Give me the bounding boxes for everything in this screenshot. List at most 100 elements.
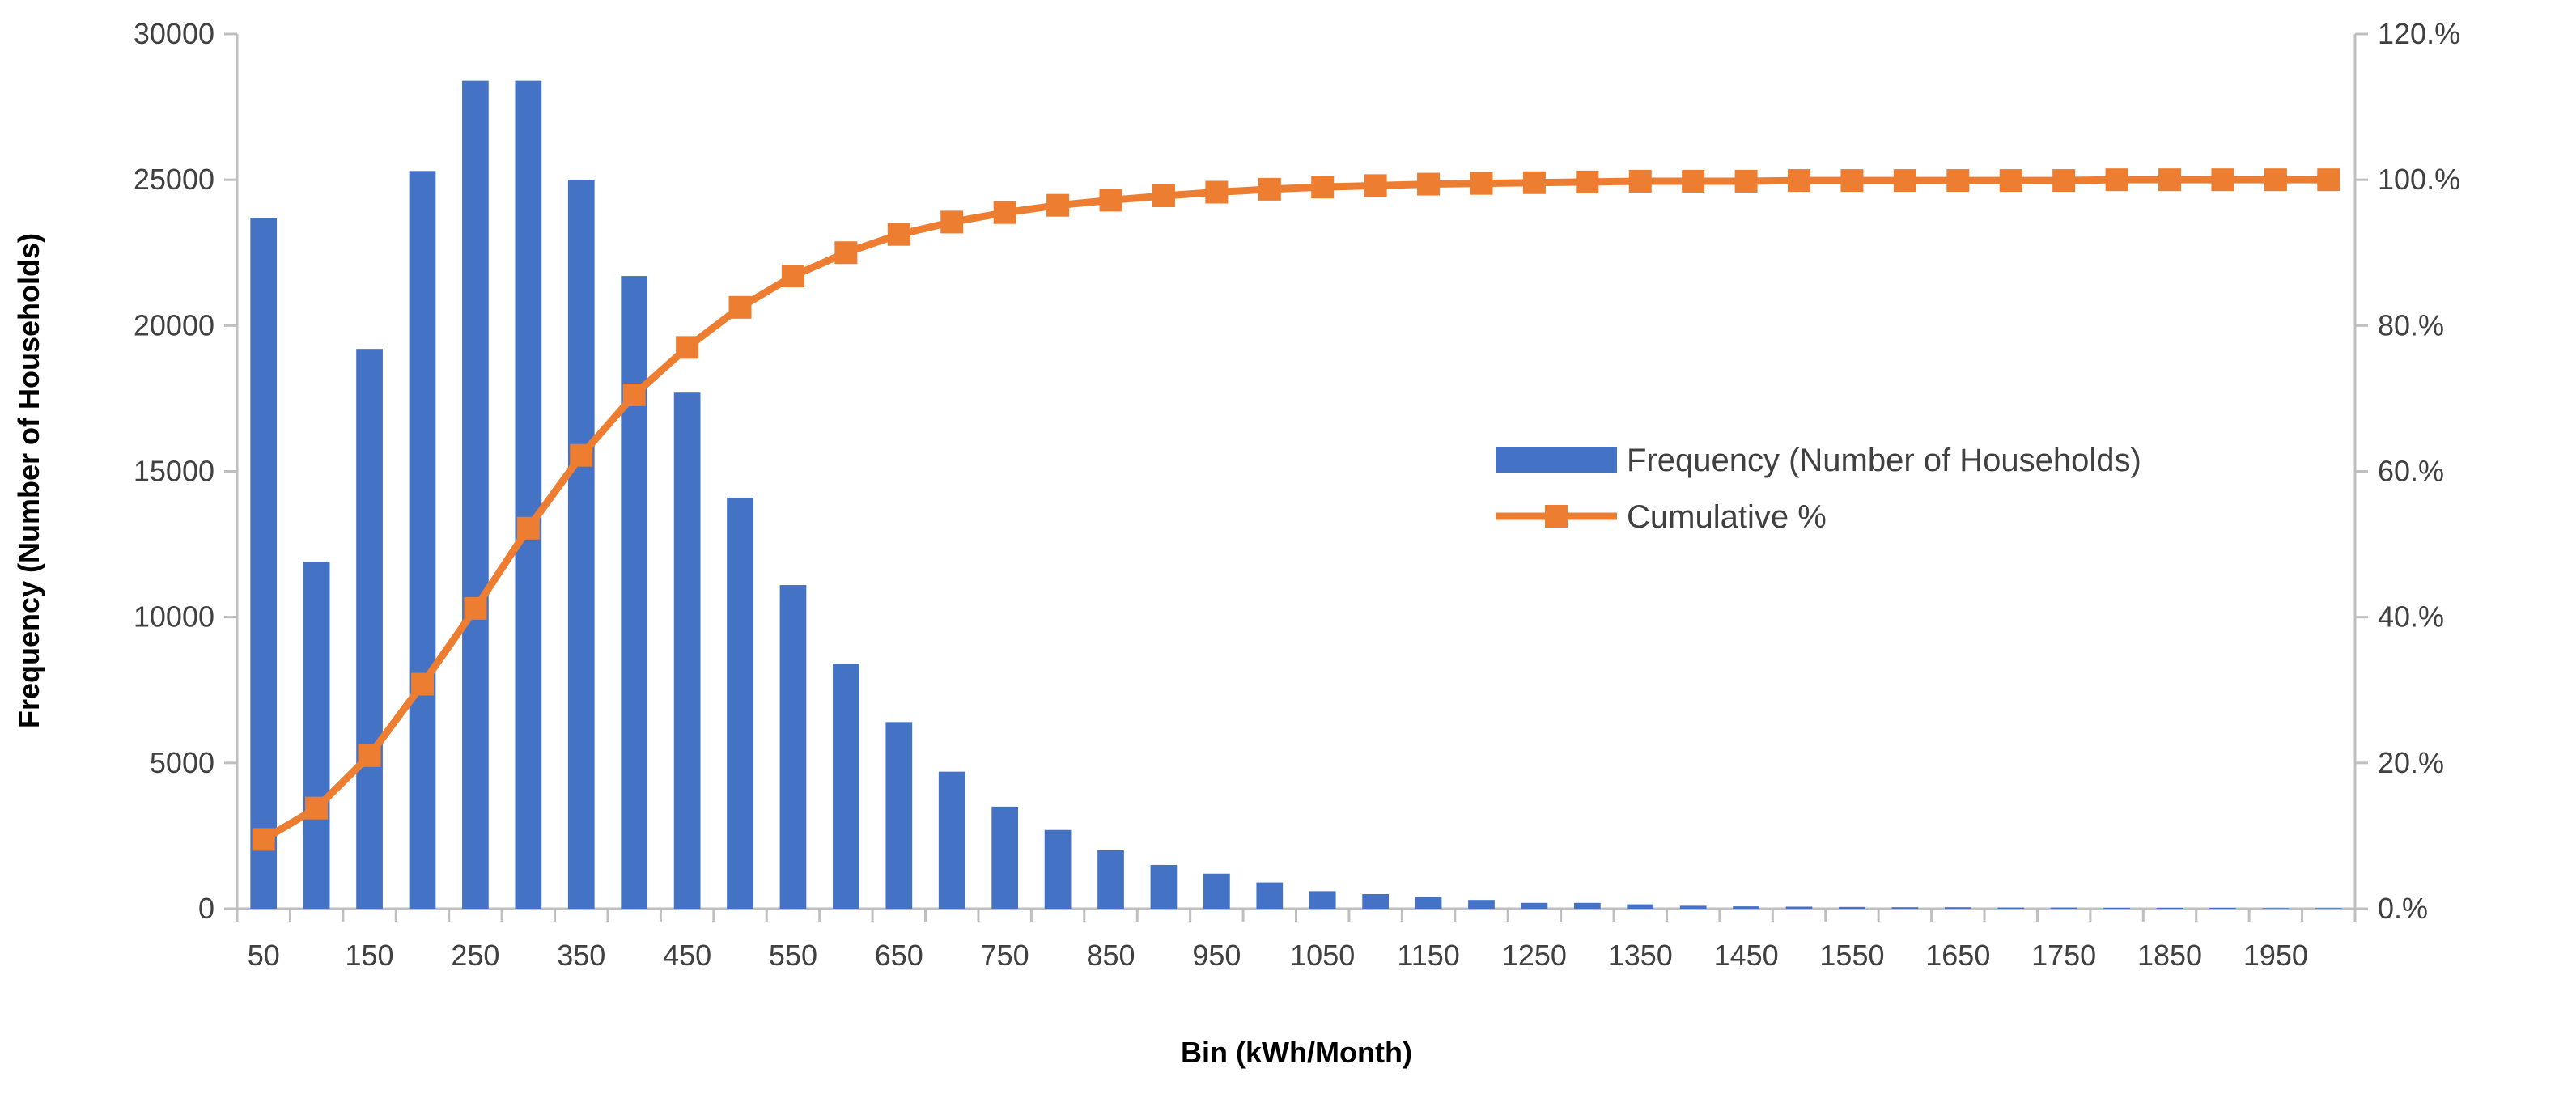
y-right-tick-label: 120.% (2378, 17, 2460, 50)
cumulative-point (887, 223, 910, 246)
bar (938, 771, 965, 909)
cumulative-point (2158, 168, 2182, 192)
x-tick-label: 1650 (1925, 939, 1990, 972)
cumulative-point (781, 265, 804, 288)
x-tick-label: 1350 (1608, 939, 1673, 972)
cumulative-point (2317, 168, 2340, 192)
cumulative-point (1046, 193, 1070, 217)
cumulative-point (1628, 169, 1652, 193)
bar (1362, 893, 1389, 909)
y-left-tick-label: 5000 (150, 746, 214, 779)
y-right-tick-label: 80.% (2378, 308, 2444, 341)
x-tick-label: 1850 (2137, 939, 2202, 972)
cumulative-point (1840, 169, 1864, 193)
bar (567, 180, 595, 909)
cumulative-point (1576, 170, 1599, 193)
cumulative-point (252, 828, 275, 851)
legend-swatch-frequency (1496, 447, 1617, 473)
y-axis-title: Frequency (Number of Households) (12, 233, 45, 728)
bar (2209, 907, 2236, 909)
y-right-tick-label: 0.% (2378, 892, 2428, 925)
bar (1256, 882, 1284, 909)
cumulative-point (834, 241, 858, 265)
cumulative-point (940, 210, 964, 234)
y-right-tick-label: 100.% (2378, 163, 2460, 196)
legend-swatch-cumulative-marker (1545, 505, 1568, 528)
bar (1521, 902, 1548, 909)
y-left-tick-label: 10000 (134, 600, 214, 634)
cumulative-point (570, 443, 593, 467)
bar (2262, 908, 2290, 909)
bar (833, 664, 859, 909)
bar (2315, 908, 2342, 909)
x-tick-label: 1550 (1819, 939, 1884, 972)
x-tick-label: 450 (663, 939, 711, 972)
bar (462, 80, 489, 910)
bar (409, 171, 436, 909)
bar (1468, 900, 1495, 909)
cumulative-point (1893, 169, 1916, 193)
x-tick-label: 1750 (2031, 939, 2096, 972)
bar (1679, 905, 1707, 909)
bar (1891, 907, 1919, 909)
cumulative-point (1682, 169, 1705, 193)
x-tick-label: 350 (557, 939, 605, 972)
x-tick-label: 1950 (2243, 939, 2308, 972)
cumulative-point (1152, 184, 1175, 207)
bar (1627, 904, 1654, 909)
bar (779, 585, 807, 909)
bar (1044, 829, 1072, 909)
bar (1839, 906, 1865, 909)
bar-series (250, 80, 2342, 910)
x-tick-label: 1150 (1397, 939, 1459, 972)
x-tick-label: 250 (451, 939, 499, 972)
x-tick-label: 650 (875, 939, 923, 972)
bar (1097, 850, 1124, 909)
bar (1997, 907, 2025, 909)
legend-label-frequency: Frequency (Number of Households) (1627, 443, 2141, 478)
bar (250, 218, 278, 909)
cumulative-point (1999, 169, 2022, 193)
bar (1309, 891, 1336, 909)
cumulative-point (1734, 169, 1758, 193)
legend-label-cumulative: Cumulative % (1627, 499, 1827, 535)
bar (991, 806, 1019, 909)
cumulative-point (1522, 171, 1546, 194)
cumulative-point (1417, 172, 1441, 196)
cumulative-point (1099, 189, 1122, 212)
y-right-tick-label: 20.% (2378, 746, 2444, 779)
y-left-tick-label: 0 (198, 892, 214, 925)
y-left-tick-label: 20000 (134, 308, 214, 341)
cumulative-point (1364, 174, 1387, 197)
cumulative-point (516, 516, 540, 540)
bar (1785, 906, 1813, 909)
cumulative-point (2211, 168, 2234, 192)
x-tick-label: 550 (769, 939, 817, 972)
bar (356, 349, 383, 909)
x-axis-title: Bin (kWh/Month) (1181, 1036, 1412, 1069)
cumulative-point (358, 744, 381, 767)
cumulative-point (993, 201, 1016, 224)
cumulative-point (410, 672, 434, 696)
y-left-tick-label: 15000 (134, 455, 214, 488)
cumulative-point (1258, 177, 1281, 201)
tick-labels: 0 5000 10000 15000 20000 25000 30000 0.% 20.% 40.… (134, 17, 2460, 972)
cumulative-point (2052, 169, 2076, 193)
cumulative-point (728, 295, 752, 319)
cumulative-line (261, 176, 2329, 843)
x-tick-label: 1450 (1714, 939, 1779, 972)
cumulative-point (1205, 180, 1229, 204)
cumulative-point (1946, 169, 1970, 193)
bar (673, 392, 701, 910)
cumulative-point (1470, 172, 1493, 195)
bar (1573, 902, 1601, 909)
cumulative-point (2264, 168, 2287, 192)
bar (515, 80, 542, 910)
x-tick-label: 750 (981, 939, 1029, 972)
y-right-tick-label: 60.% (2378, 455, 2444, 488)
bar (1415, 897, 1442, 909)
bar (621, 276, 648, 909)
legend: Frequency (Number of Households) Cumulat… (1496, 443, 2141, 535)
